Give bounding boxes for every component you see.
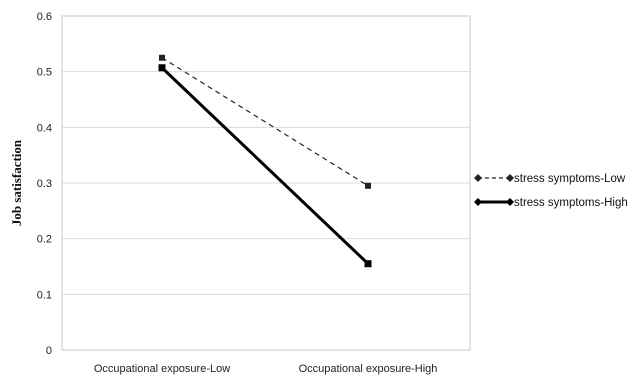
legend-diamond-marker <box>506 174 514 182</box>
legend: stress symptoms-Low stress symptoms-High <box>474 173 628 209</box>
legend-item: stress symptoms-Low <box>474 173 626 185</box>
data-point-marker <box>158 64 166 72</box>
x-tick-label: Occupational exposure-High <box>299 363 438 375</box>
y-tick-label: 0.5 <box>37 67 52 79</box>
y-tick-label: 0.6 <box>37 11 52 23</box>
legend-diamond-marker <box>506 198 514 206</box>
y-tick-label: 0 <box>46 345 52 357</box>
legend-label: stress symptoms-Low <box>514 173 626 185</box>
series-line-1 <box>161 57 369 187</box>
series-line-2 <box>160 66 370 265</box>
series-lines <box>158 54 372 268</box>
x-tick-label: Occupational exposure-Low <box>94 363 230 375</box>
y-tick-label: 0.1 <box>37 289 52 301</box>
data-point-marker <box>159 54 165 61</box>
y-tick-label: 0.4 <box>37 122 52 134</box>
data-point-marker <box>365 182 371 189</box>
y-tick-label: 0.3 <box>37 178 52 190</box>
gridlines <box>62 71 470 295</box>
legend-diamond-marker <box>474 174 482 182</box>
y-axis-title: Job satisfaction <box>9 139 24 226</box>
legend-item: stress symptoms-High <box>474 197 628 209</box>
data-point-marker <box>364 260 372 268</box>
legend-diamond-marker <box>474 198 482 206</box>
y-tick-label: 0.2 <box>37 234 52 246</box>
y-tick-labels: 0 0.1 0.2 0.3 0.4 0.5 0.6 <box>37 11 52 357</box>
x-tick-labels: Occupational exposure-Low Occupational ex… <box>94 363 438 375</box>
legend-label: stress symptoms-High <box>514 197 628 209</box>
